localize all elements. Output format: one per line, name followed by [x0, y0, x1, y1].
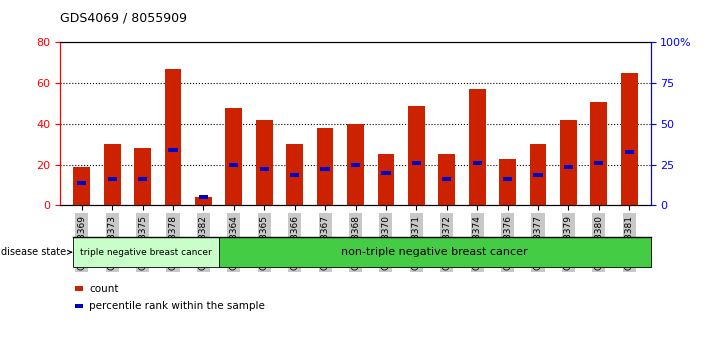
- Bar: [625, 150, 634, 154]
- Text: count: count: [89, 284, 118, 293]
- Bar: [75, 286, 83, 291]
- Bar: [73, 237, 218, 267]
- Bar: [229, 162, 238, 167]
- Bar: [321, 167, 330, 171]
- Text: triple negative breast cancer: triple negative breast cancer: [80, 248, 211, 257]
- Bar: [256, 120, 272, 205]
- Bar: [73, 167, 90, 205]
- Bar: [564, 165, 573, 169]
- Bar: [165, 69, 181, 205]
- Bar: [260, 167, 269, 171]
- Bar: [347, 124, 364, 205]
- Bar: [107, 177, 117, 181]
- Bar: [169, 148, 178, 152]
- Bar: [442, 177, 451, 181]
- Bar: [75, 304, 83, 308]
- Bar: [199, 195, 208, 199]
- Bar: [591, 102, 607, 205]
- Text: non-triple negative breast cancer: non-triple negative breast cancer: [341, 247, 528, 257]
- Bar: [621, 73, 638, 205]
- Bar: [104, 144, 120, 205]
- Bar: [287, 144, 303, 205]
- Bar: [316, 128, 333, 205]
- Bar: [195, 197, 212, 205]
- Bar: [218, 237, 651, 267]
- Bar: [439, 154, 455, 205]
- Bar: [351, 162, 360, 167]
- Bar: [225, 108, 242, 205]
- Bar: [134, 148, 151, 205]
- Bar: [378, 154, 395, 205]
- Bar: [560, 120, 577, 205]
- Text: percentile rank within the sample: percentile rank within the sample: [89, 301, 264, 311]
- Bar: [594, 161, 604, 165]
- Bar: [533, 173, 542, 177]
- Bar: [469, 89, 486, 205]
- Bar: [290, 173, 299, 177]
- Bar: [138, 177, 147, 181]
- Bar: [408, 105, 424, 205]
- Bar: [77, 181, 86, 185]
- Bar: [530, 144, 546, 205]
- Bar: [499, 159, 516, 205]
- Text: disease state: disease state: [1, 247, 72, 257]
- Text: GDS4069 / 8055909: GDS4069 / 8055909: [60, 12, 188, 25]
- Bar: [381, 171, 390, 175]
- Bar: [473, 161, 482, 165]
- Bar: [412, 161, 421, 165]
- Bar: [503, 177, 512, 181]
